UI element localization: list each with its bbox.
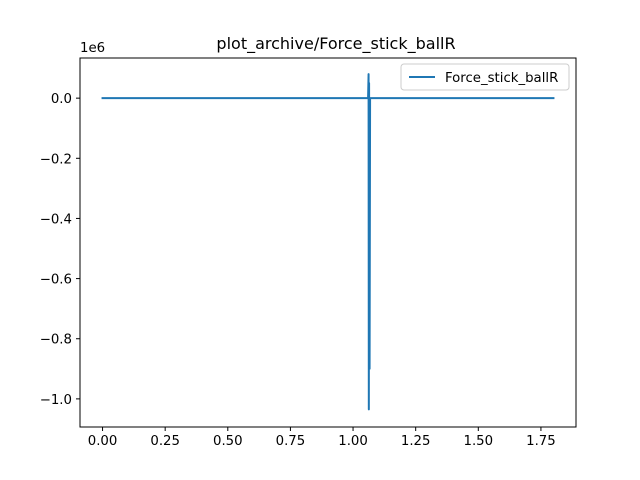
legend-box	[400, 63, 570, 91]
x-tick-label: 0.50	[213, 434, 243, 449]
x-tick-label: 1.75	[526, 434, 556, 449]
x-tick-label: 1.50	[463, 434, 493, 449]
y-tick-label: −0.4	[40, 212, 72, 227]
y-tick-label: −0.8	[40, 333, 72, 348]
x-tick-label: 1.25	[401, 434, 431, 449]
chart-title: plot_archive/Force_stick_ballR	[216, 34, 455, 54]
x-tick-label: 0.00	[88, 434, 118, 449]
x-tick-label: 1.00	[338, 434, 368, 449]
legend-label: Force_stick_ballR	[445, 71, 558, 86]
plot-area: 0.00 0.25 0.50 0.75 1.00 1.25 1.50 1.75 0.0 −0.2 −…	[40, 57, 577, 449]
legend: Force_stick_ballR	[400, 63, 570, 91]
x-tick-label: 0.75	[276, 434, 306, 449]
axes-frame	[79, 57, 577, 428]
y-tick-label: 0.0	[51, 92, 72, 107]
x-tick-label: 0.25	[150, 434, 180, 449]
y-tick-label: −0.6	[40, 273, 72, 288]
y-offset-label: 1e6	[80, 41, 105, 56]
y-tick-label: −0.2	[40, 152, 72, 167]
y-tick-label: −1.0	[40, 393, 72, 408]
series-line-0	[101, 73, 555, 411]
